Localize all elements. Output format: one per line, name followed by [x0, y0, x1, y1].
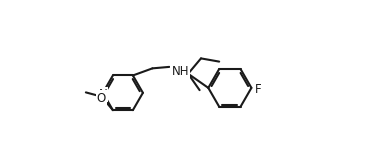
Text: O: O — [97, 92, 106, 105]
Text: F: F — [255, 83, 261, 96]
Text: N: N — [99, 88, 107, 101]
Text: NH: NH — [172, 65, 189, 78]
